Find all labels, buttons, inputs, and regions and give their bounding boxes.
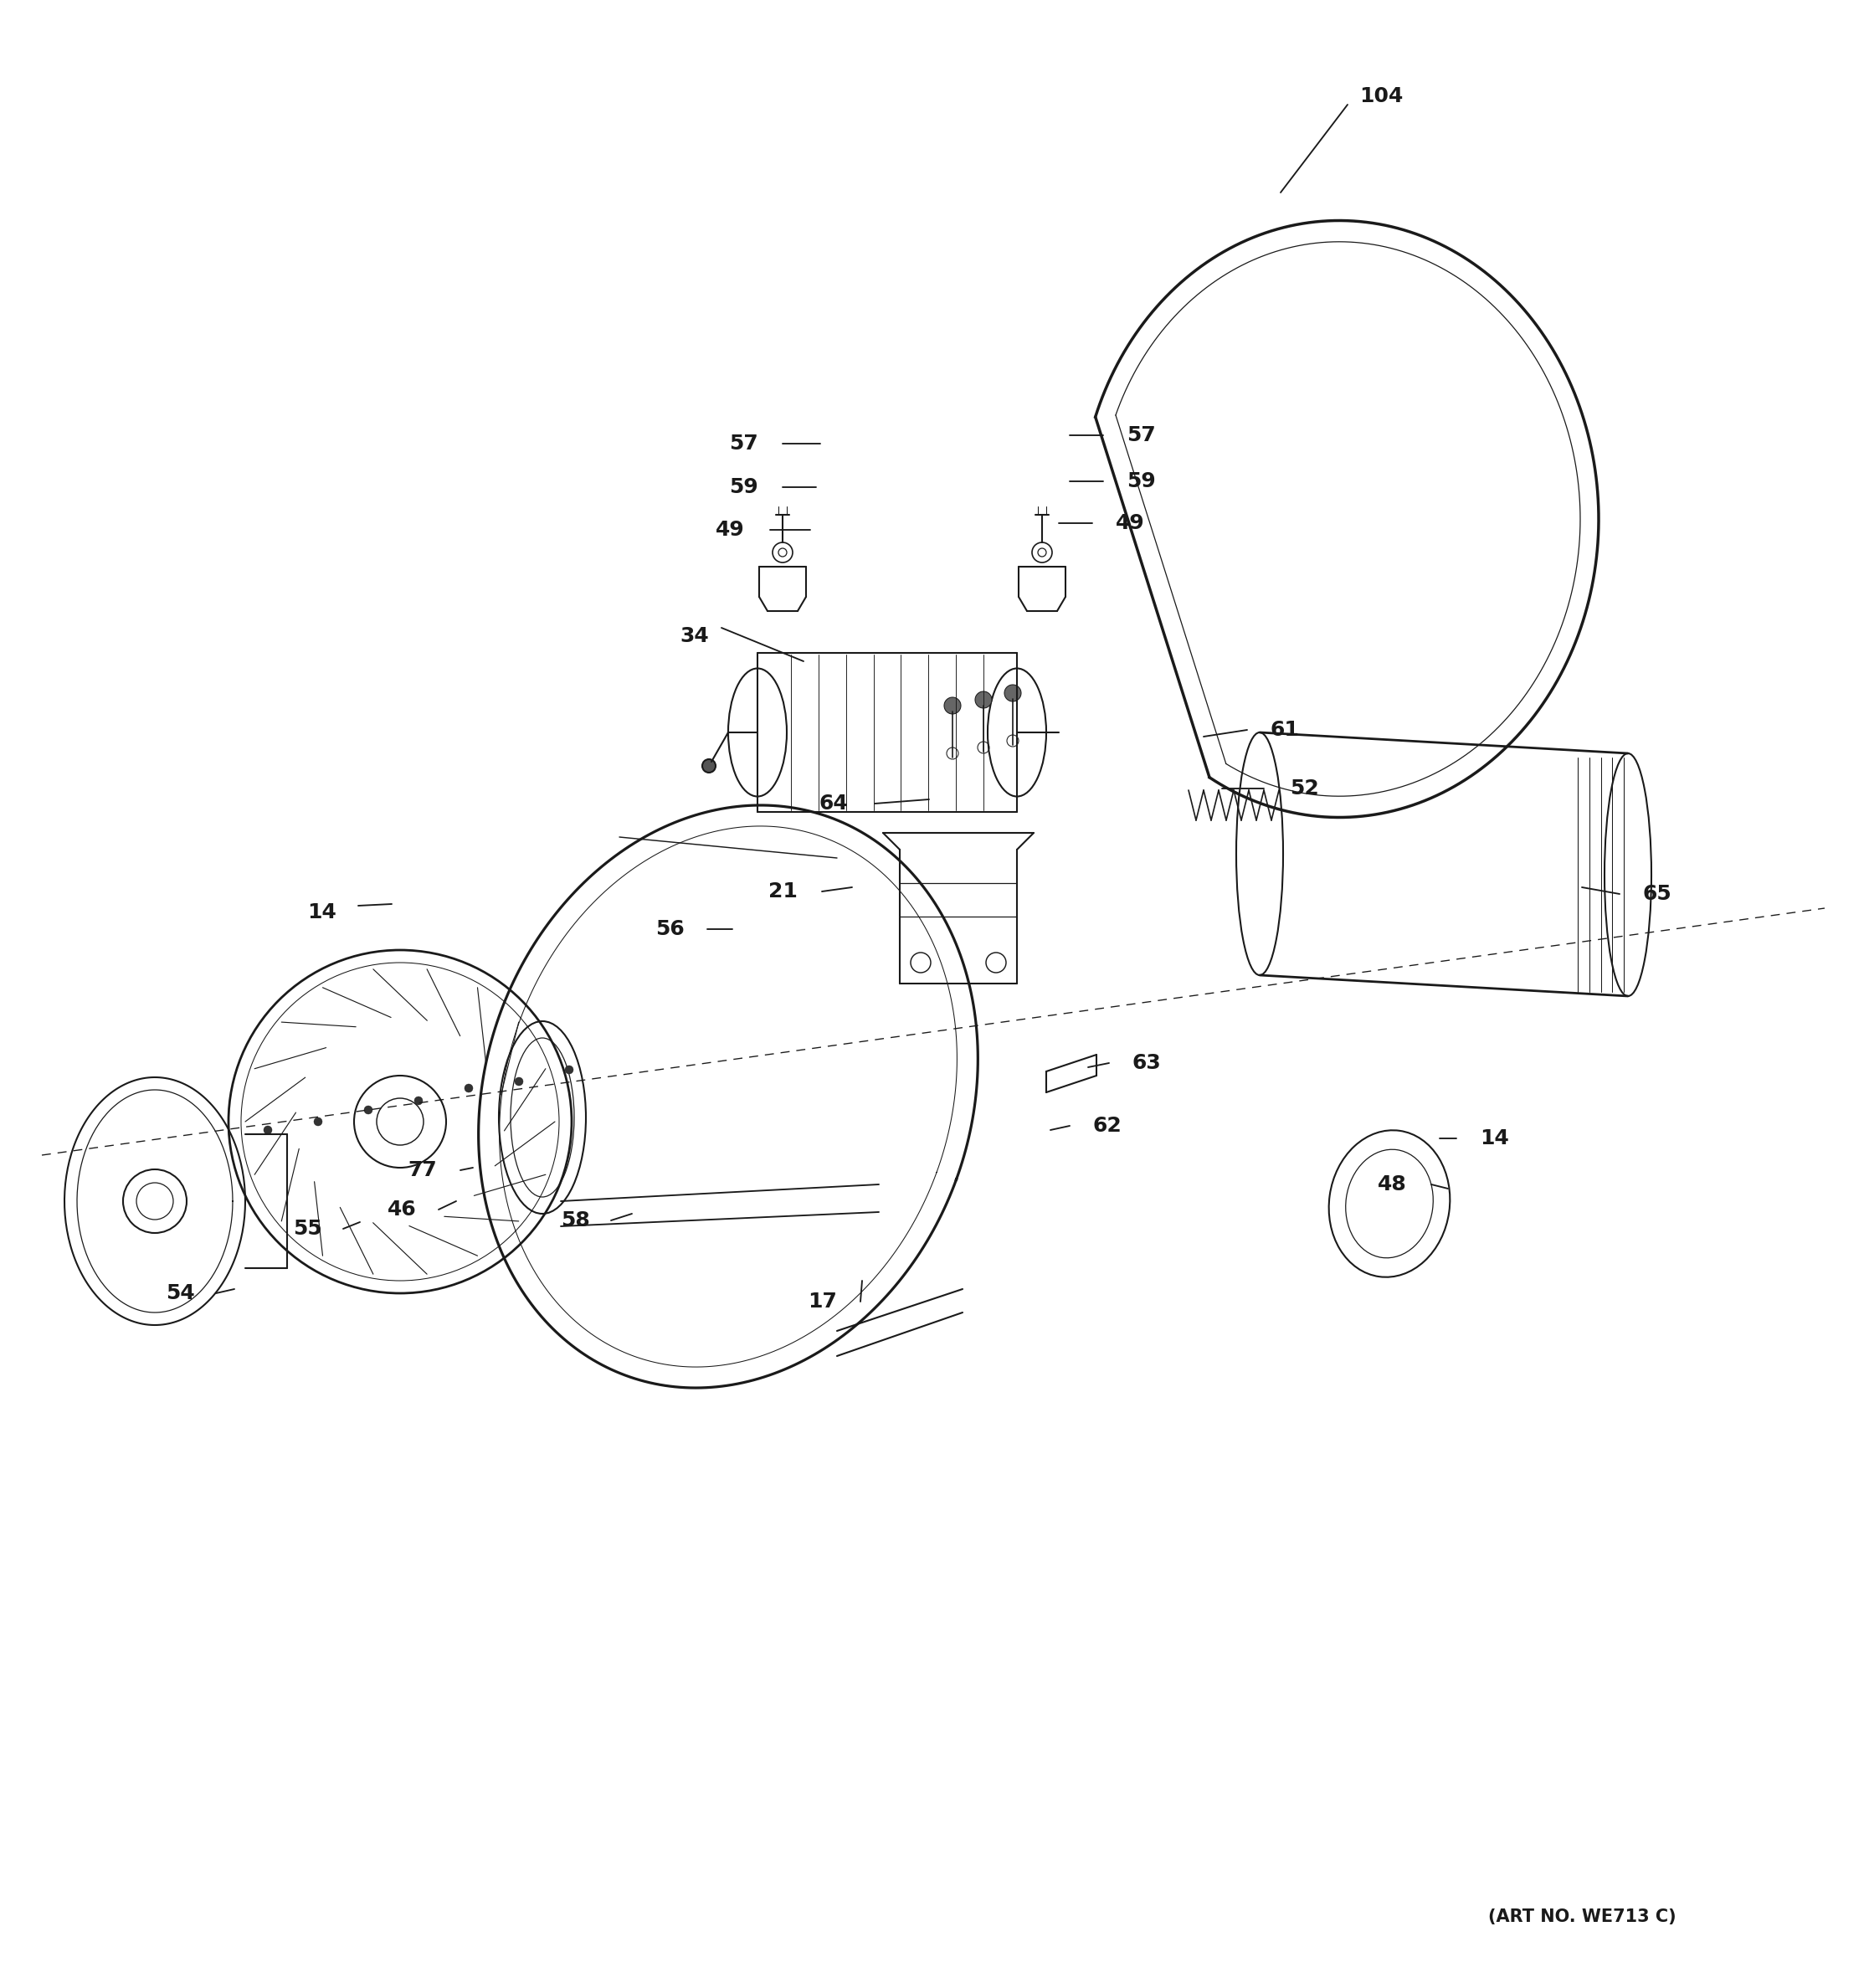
Text: 14: 14 (308, 903, 336, 922)
Text: 48: 48 (1377, 1175, 1407, 1195)
Circle shape (514, 1077, 523, 1085)
Text: 49: 49 (716, 519, 744, 541)
Text: 34: 34 (680, 626, 708, 646)
Text: 63: 63 (1133, 1054, 1161, 1074)
Text: 77: 77 (407, 1161, 437, 1181)
Text: 56: 56 (654, 918, 684, 938)
Circle shape (314, 1117, 321, 1125)
Circle shape (564, 1066, 574, 1074)
Text: 52: 52 (1290, 779, 1318, 799)
Text: 104: 104 (1359, 85, 1404, 105)
Circle shape (703, 759, 716, 773)
Text: 54: 54 (166, 1282, 194, 1304)
Text: 21: 21 (768, 881, 798, 901)
Text: 49: 49 (1116, 513, 1144, 533)
Text: 64: 64 (819, 793, 849, 813)
Text: 17: 17 (807, 1292, 837, 1312)
Circle shape (1004, 684, 1020, 702)
Text: 46: 46 (387, 1199, 417, 1219)
Circle shape (415, 1097, 422, 1105)
Text: 59: 59 (1127, 471, 1155, 491)
Text: 57: 57 (729, 433, 757, 453)
Text: (ART NO. WE713 C): (ART NO. WE713 C) (1488, 1908, 1676, 1924)
Text: 62: 62 (1093, 1115, 1121, 1135)
Circle shape (976, 692, 992, 708)
Circle shape (364, 1105, 372, 1113)
Text: 65: 65 (1643, 885, 1671, 905)
Text: 57: 57 (1127, 425, 1155, 445)
Circle shape (264, 1125, 273, 1135)
Text: 55: 55 (293, 1219, 321, 1239)
Circle shape (465, 1083, 473, 1091)
Text: 59: 59 (729, 477, 757, 497)
Circle shape (944, 698, 961, 714)
Text: 58: 58 (561, 1211, 589, 1231)
Text: 61: 61 (1271, 720, 1299, 740)
Text: 14: 14 (1480, 1129, 1510, 1149)
